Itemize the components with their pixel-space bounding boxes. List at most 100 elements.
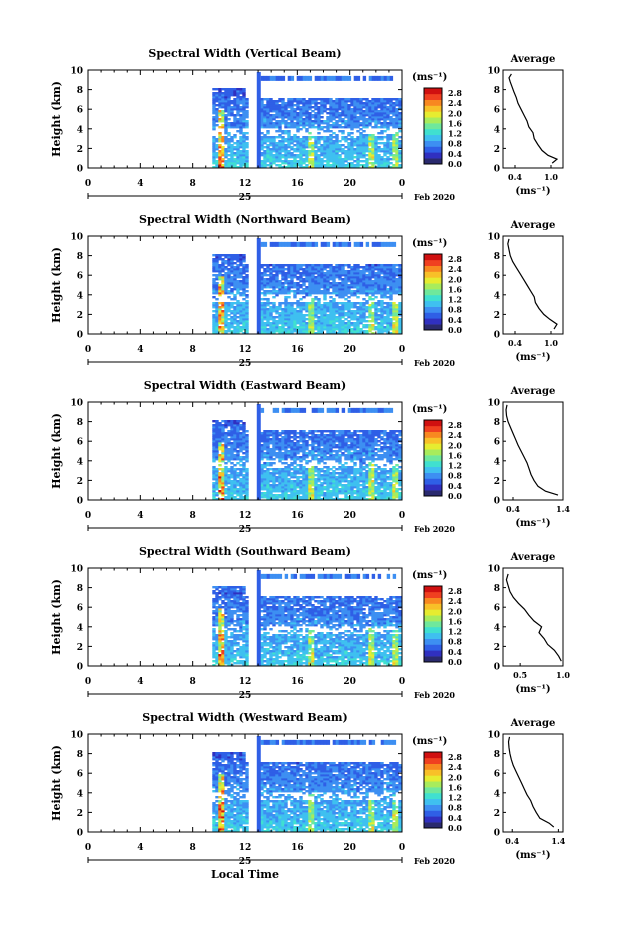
y-tick-label: 4 [77,457,83,467]
date-label: Feb 2020 [414,690,455,700]
y-tick-label: 4 [77,623,83,633]
colorbar-tick-label: 2.0 [448,772,462,782]
average-panel: Average 0 2 4 6 8 10 0.4 1.4(ms⁻¹) [487,718,565,861]
colorbar-swatch [424,586,442,593]
avg-y-tick-label: 10 [487,399,500,409]
colorbar-frame [423,419,443,497]
x-tick-label: 4 [137,843,143,853]
x-tick-label: 4 [137,179,143,189]
avg-y-tick-label: 4 [494,457,500,467]
y-axis-label: Height (km) [50,247,63,323]
colorbar-tick-label: 1.6 [448,118,462,128]
avg-unit: (ms⁻¹) [515,518,550,529]
avg-y-tick-label: 8 [494,750,500,760]
colorbar-tick-label: 0.4 [448,813,462,823]
colorbar-swatch [424,93,442,100]
colorbar-swatch [424,804,442,811]
colorbar-swatch [424,449,442,456]
colorbar-tick-label: 0.8 [448,305,462,315]
x-tick-label: 0 [399,179,405,189]
colorbar-tick-label: 0.4 [448,647,462,657]
colorbar-tick-label: 0.0 [448,325,462,335]
colorbar-swatch [424,632,442,639]
colorbar-tick-label: 2.8 [448,752,462,762]
colorbar-swatch [424,312,442,319]
average-panel: Average 0 2 4 6 8 10 0.5 1.0 (ms⁻¹) [487,552,570,695]
heatmap [212,403,402,501]
heatmap [212,735,402,833]
day-label: 25 [239,691,252,701]
colorbar-swatch [424,105,442,112]
colorbar-swatch [424,420,442,427]
colorbar-tick-label: 0.4 [448,149,462,159]
average-profile-line [505,573,562,662]
date-label: Feb 2020 [414,856,455,866]
date-label: Feb 2020 [414,358,455,368]
y-tick-label: 6 [77,770,83,780]
colorbar-tick-label: 2.0 [448,440,462,450]
average-profile-line [508,73,559,164]
y-tick-label: 6 [77,604,83,614]
avg-y-tick-label: 10 [487,67,500,77]
x-tick-label: 20 [343,843,356,853]
colorbar-tick-label: 1.2 [448,129,462,139]
colorbar-swatch [424,757,442,764]
avg-y-tick-label: 0 [494,497,500,507]
x-tick-label: 16 [291,843,304,853]
colorbar-swatch [424,603,442,610]
x-tick-label: 16 [291,511,304,521]
colorbar-swatch [424,591,442,598]
y-tick-label: 4 [77,125,83,135]
average-title: Average [510,386,556,397]
colorbar-swatch [424,615,442,622]
x-tick-label: 0 [85,345,91,355]
y-tick-label: 2 [77,643,83,653]
avg-y-tick-label: 2 [494,311,500,321]
avg-x-tick-label: 1.0 [544,172,558,182]
colorbar-unit: (ms⁻¹) [412,404,447,415]
colorbar-tick-label: 2.0 [448,274,462,284]
avg-y-tick-label: 6 [494,770,500,780]
panel-4: Spectral Width (Westward Beam) 0 2 4 6 8 10 Hei… [50,711,566,867]
colorbar-swatch [424,146,442,153]
avg-x-tick-label: 0.4 [505,836,519,846]
avg-y-tick-label: 0 [494,331,500,341]
avg-y-tick-label: 6 [494,604,500,614]
x-tick-label: 0 [85,511,91,521]
colorbar-tick-label: 0.0 [448,491,462,501]
x-tick-label: 12 [239,843,252,853]
colorbar-swatch [424,306,442,313]
x-tick-label: 20 [343,677,356,687]
avg-y-tick-label: 2 [494,477,500,487]
colorbar: 0.00.40.81.21.62.02.42.8(ms⁻¹) [412,404,462,501]
colorbar-tick-label: 1.2 [448,295,462,305]
colorbar-swatch [424,283,442,290]
colorbar-tick-label: 2.0 [448,606,462,616]
day-label: 25 [239,525,252,535]
avg-y-tick-label: 4 [494,789,500,799]
colorbar-swatch [424,490,442,497]
colorbar-frame [423,585,443,663]
heatmap [212,237,402,335]
colorbar-swatch [424,798,442,805]
colorbar-swatch [424,466,442,473]
average-title: Average [510,552,556,563]
avg-y-tick-label: 8 [494,584,500,594]
colorbar-unit: (ms⁻¹) [412,570,447,581]
colorbar-swatch [424,769,442,776]
y-tick-label: 8 [77,750,83,760]
avg-y-tick-label: 4 [494,623,500,633]
colorbar-swatch [424,431,442,438]
x-tick-label: 16 [291,677,304,687]
colorbar-swatch [424,621,442,628]
avg-x-tick-label: 0.4 [508,172,522,182]
colorbar-swatch [424,265,442,272]
y-tick-label: 2 [77,477,83,487]
avg-x-tick-label: 1.4 [556,504,570,514]
colorbar-swatch [424,460,442,468]
panel-title: Spectral Width (Vertical Beam) [148,47,341,60]
colorbar-swatch [424,88,442,95]
colorbar-swatch [424,763,442,770]
colorbar-tick-label: 2.8 [448,254,462,264]
avg-x-tick-label: 1.0 [544,338,558,348]
